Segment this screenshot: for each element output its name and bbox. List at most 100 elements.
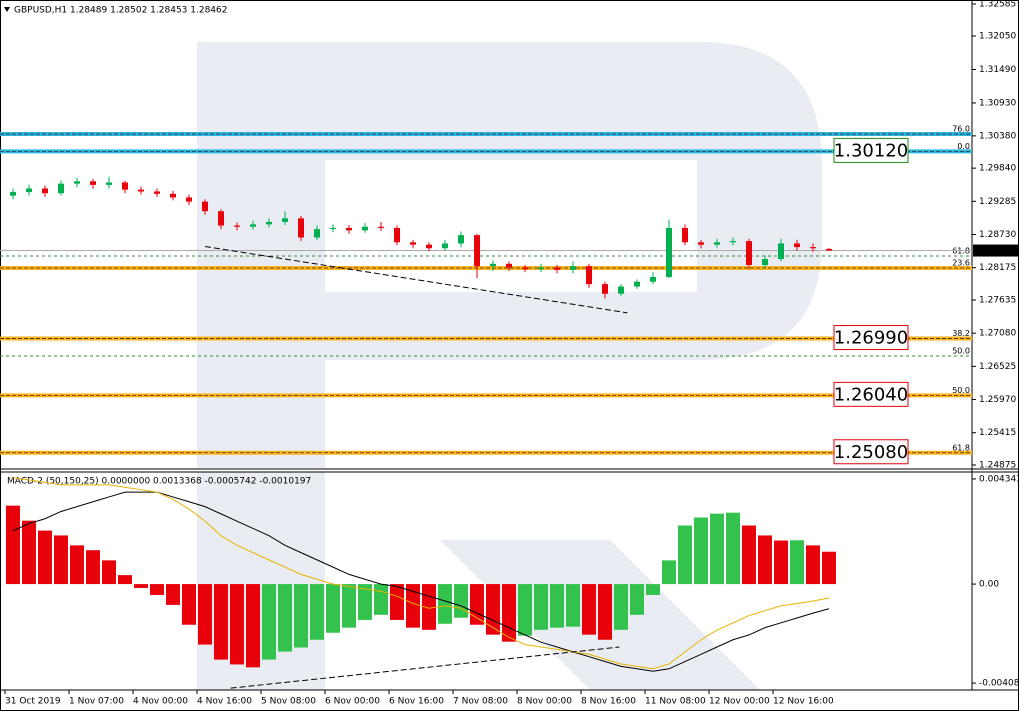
candle-body: [794, 243, 800, 248]
y-tick-label: 1.27635: [979, 295, 1016, 305]
candle-body: [170, 193, 176, 198]
y-tick-label: 1.25970: [979, 395, 1016, 405]
indicator-title: MACD-2 (50,150,25) 0.0000000 0.0013368 -…: [7, 477, 311, 487]
candle-body: [218, 211, 224, 226]
candle-body: [266, 221, 272, 225]
histogram-bar: [374, 584, 388, 615]
candle-body: [490, 263, 496, 267]
histogram-bar: [214, 584, 228, 660]
x-tick-label: 7 Nov 08:00: [453, 697, 508, 707]
price-label-box: [833, 137, 909, 163]
candle-body: [506, 263, 512, 268]
histogram-bar: [118, 575, 132, 585]
level-label: 50.0: [952, 347, 970, 356]
candle-body: [90, 181, 96, 185]
y-tick-label: 1.32585: [979, 0, 1016, 10]
candle-body: [442, 243, 448, 249]
histogram-bar: [166, 584, 180, 605]
histogram-bar: [806, 545, 820, 585]
candle-body: [250, 224, 256, 227]
x-tick-label: 31 Oct 2019: [5, 697, 61, 707]
candle-body: [826, 248, 832, 251]
candle-body: [666, 227, 672, 277]
title-arrow: [4, 7, 10, 12]
y-tick-label: 1.30930: [979, 98, 1016, 108]
histogram-bar: [278, 584, 292, 652]
histogram-bar: [454, 584, 468, 618]
candle-body: [42, 188, 48, 194]
watermark-bowl: [325, 42, 822, 360]
level-label: 61.8: [952, 247, 970, 256]
histogram-bar: [678, 525, 692, 585]
candle-body: [634, 281, 640, 287]
histogram-bar: [230, 584, 244, 665]
candle-body: [346, 227, 352, 231]
histogram-bar: [246, 584, 260, 668]
candle-body: [202, 201, 208, 212]
histogram-bar: [406, 584, 420, 628]
candle-body: [714, 242, 720, 245]
candle-body: [330, 227, 336, 230]
histogram-bar: [550, 584, 564, 628]
y-tick-label: 1.29285: [979, 197, 1016, 207]
candle-body: [586, 266, 592, 285]
histogram-bar: [790, 540, 804, 585]
trendline: [230, 646, 620, 689]
x-tick-label: 5 Nov 08:00: [261, 697, 316, 707]
candle-body: [650, 276, 656, 282]
candle-body: [426, 244, 432, 249]
candle-body: [282, 218, 288, 222]
last-price-label: 1.28462: [978, 246, 1015, 256]
candle-body: [138, 189, 144, 192]
x-tick-label: 12 Nov 16:00: [773, 697, 834, 707]
price-label-box: [833, 439, 909, 465]
histogram-bar: [630, 584, 644, 615]
y-tick-label: 1.25415: [979, 428, 1016, 438]
histogram-bar: [342, 584, 356, 628]
histogram-bar: [54, 535, 68, 585]
histogram-bar: [262, 584, 276, 660]
candle-body: [778, 243, 784, 260]
histogram-bar: [390, 584, 404, 620]
y-tick-label: 0.00: [979, 580, 999, 590]
x-tick-label: 11 Nov 08:00: [645, 697, 706, 707]
price-label-box: [833, 325, 909, 351]
candle-body: [378, 226, 384, 228]
candle-body: [362, 226, 368, 231]
candle-body: [106, 182, 112, 185]
candle-body: [26, 188, 32, 193]
candle-body: [394, 227, 400, 243]
candle-body: [570, 266, 576, 270]
level-label: 23.6: [952, 258, 970, 267]
candle-body: [554, 267, 560, 270]
histogram-bar: [6, 505, 20, 585]
histogram-bar: [726, 512, 740, 585]
candle-body: [682, 227, 688, 243]
histogram-bar: [646, 584, 660, 595]
x-tick-label: 4 Nov 00:00: [133, 697, 188, 707]
histogram-bar: [662, 560, 676, 585]
candle-body: [730, 241, 736, 243]
x-tick-label: 8 Nov 16:00: [581, 697, 636, 707]
histogram-bar: [326, 584, 340, 633]
level-label: 38.2: [952, 329, 970, 338]
y-tick-label: 1.31490: [979, 65, 1016, 75]
price-label: 1.25080: [834, 442, 908, 463]
histogram-bar: [710, 513, 724, 585]
candle-body: [746, 241, 752, 266]
candle-body: [58, 183, 64, 194]
candle-body: [122, 182, 128, 190]
candle-body: [410, 242, 416, 245]
histogram-bar: [310, 584, 324, 640]
y-tick-label: -0.0040888: [979, 679, 1019, 689]
candle-body: [538, 267, 544, 270]
x-tick-label: 12 Nov 00:00: [709, 697, 770, 707]
histogram-bar: [134, 584, 148, 588]
y-tick-label: 1.27080: [979, 329, 1016, 339]
y-tick-label: 1.28175: [979, 263, 1016, 273]
candle-body: [154, 191, 160, 194]
candle-body: [74, 181, 80, 184]
